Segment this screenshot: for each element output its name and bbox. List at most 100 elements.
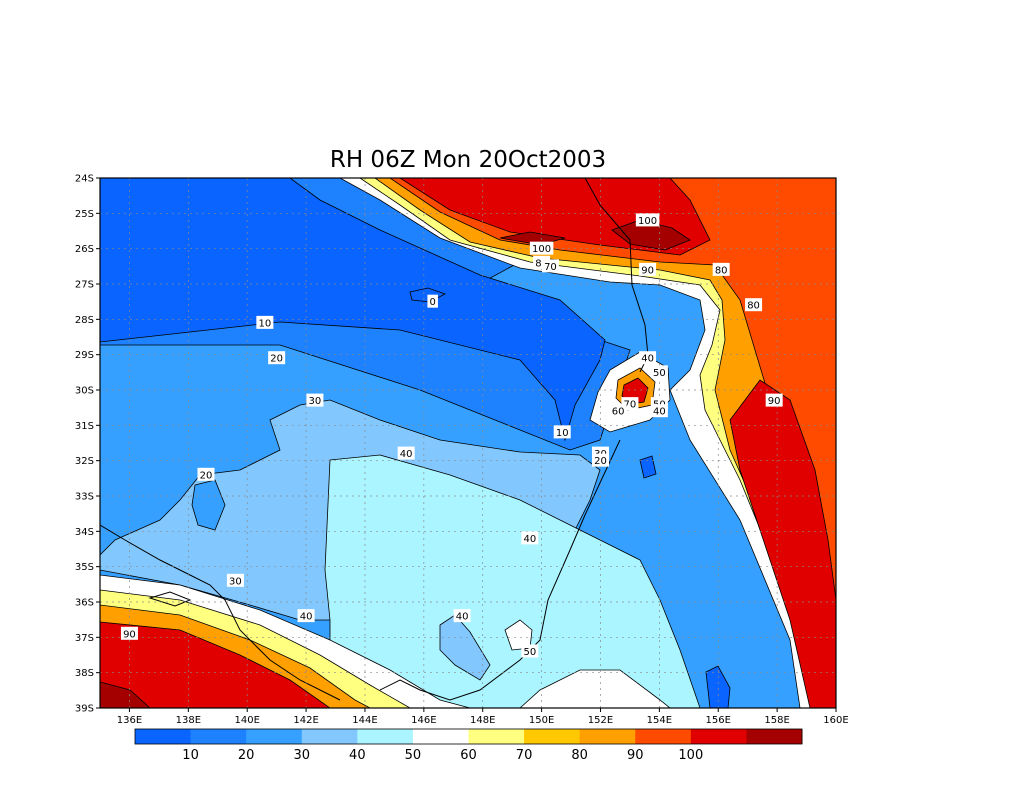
lat-tick-label: 26S [75,244,94,255]
colorbar-swatch [524,729,581,744]
lat-tick-label: 32S [75,456,94,467]
rh-band-50-60-south [519,669,671,708]
colorbar-swatch [412,729,469,744]
contour-label-bg [427,294,438,308]
lat-tick-label: 28S [75,315,94,326]
contour-label-bg [639,262,657,276]
contour-label-bg [521,644,539,658]
contour-label-bg [609,404,627,418]
lon-tick-label: 146E [411,715,436,726]
contour-label: 90 [641,265,654,276]
contour-label: 10 [258,318,271,329]
contour-label: 80 [747,301,760,312]
lon-tick-label: 148E [470,715,495,726]
contour-label-bg [120,626,138,640]
contour-label: 40 [653,407,666,418]
contour-label-bg [197,467,215,481]
colorbar-swatch [357,729,414,744]
lat-tick-label: 36S [75,598,94,609]
colorbar-swatch [246,729,303,744]
colorbar-swatch [135,729,192,744]
contour-labels: 1001008070908080010204050309070506040103… [120,213,783,658]
contour-label-bg [529,241,554,255]
contour-label: 40 [400,449,413,460]
colorbar-swatch [190,729,247,744]
contour-label: 30 [229,576,242,587]
lat-tick-label: 25S [75,209,94,220]
colorbar-label: 100 [678,748,703,763]
contour-label-bg [453,609,471,623]
lat-tick-label: 35S [75,562,94,573]
colorbar-swatch [301,729,358,744]
lon-tick-label: 138E [176,715,201,726]
plot-frame [99,177,837,709]
contour-label: 70 [624,400,637,411]
coastline [100,178,649,701]
contour-label: 50 [653,368,666,379]
longitude-axis: 136E 138E 140E 142E 144E 146E 148E 150E 152E 154E… [117,708,849,726]
rh-band-gt100-south-west [100,681,151,708]
colorbar-label: 30 [293,748,310,763]
colorbar-label: 10 [182,748,199,763]
rh-band-gt90-south-west [100,621,331,708]
contour-label-bg [306,393,324,407]
lon-tick-label: 140E [234,715,259,726]
rh-band-50-60-island [504,619,533,651]
rh-band-gt100-east [729,379,836,708]
contour-label-bg [397,446,415,460]
contour-label-bg [635,213,660,227]
lon-tick-label: 150E [529,715,554,726]
contour-label: 70 [544,262,557,273]
lon-tick-label: 144E [352,715,377,726]
contour-label-bg [268,351,286,365]
rh-band-0-10-east-blob [639,455,657,479]
contour-label-bg [226,573,244,587]
rh-band-0-10-south-east [705,665,731,708]
contour-label-bg [765,393,783,407]
lon-tick-label: 152E [588,715,613,726]
colorbar-label: 70 [516,748,533,763]
contour-label: 40 [300,612,313,623]
lat-tick-label: 30S [75,386,94,397]
colorbar-swatch [690,729,747,744]
contour-field [100,178,836,708]
lon-tick-label: 154E [647,715,672,726]
lon-tick-label: 156E [706,715,731,726]
contour-label-bg [541,259,559,273]
lat-tick-label: 34S [75,527,94,538]
contour-label-bg [256,315,274,329]
colorbar-swatch [635,729,692,744]
lon-tick-label: 160E [823,715,848,726]
lon-tick-label: 158E [764,715,789,726]
colorbar-label: 80 [571,748,588,763]
contour-label: 0 [429,297,435,308]
contour-label: 100 [638,216,657,227]
lat-tick-label: 24S [75,174,94,185]
contour-label: 20 [200,470,213,481]
contour-label: 100 [532,244,551,255]
colorbar-label: 40 [349,748,366,763]
rh-band-0-10 [100,178,606,442]
colorbar-label: 50 [405,748,422,763]
contour-label-bg [553,425,571,439]
rh-band-20-30-west-island [191,479,226,531]
lat-tick-label: 31S [75,421,94,432]
contour-label: 80 [535,258,548,269]
colorbar-label: 20 [238,748,255,763]
colorbar-swatch [579,729,636,744]
contour-label: 20 [270,354,283,365]
rh-band-gt60-north-east [339,178,836,708]
colorbar-frame [134,728,803,745]
map-title: RH 06Z Mon 20Oct2003 [330,147,606,173]
contour-label: 90 [768,396,781,407]
lat-tick-label: 37S [75,633,94,644]
contour-label-bg [521,531,539,545]
contour-label: 30 [309,396,322,407]
contour-label-bg [639,351,657,365]
colorbar-label: 90 [627,748,644,763]
lat-tick-label: 38S [75,668,94,679]
contour-label: 90 [123,629,136,640]
colorbar-swatch [468,729,525,744]
lat-tick-label: 27S [75,280,94,291]
